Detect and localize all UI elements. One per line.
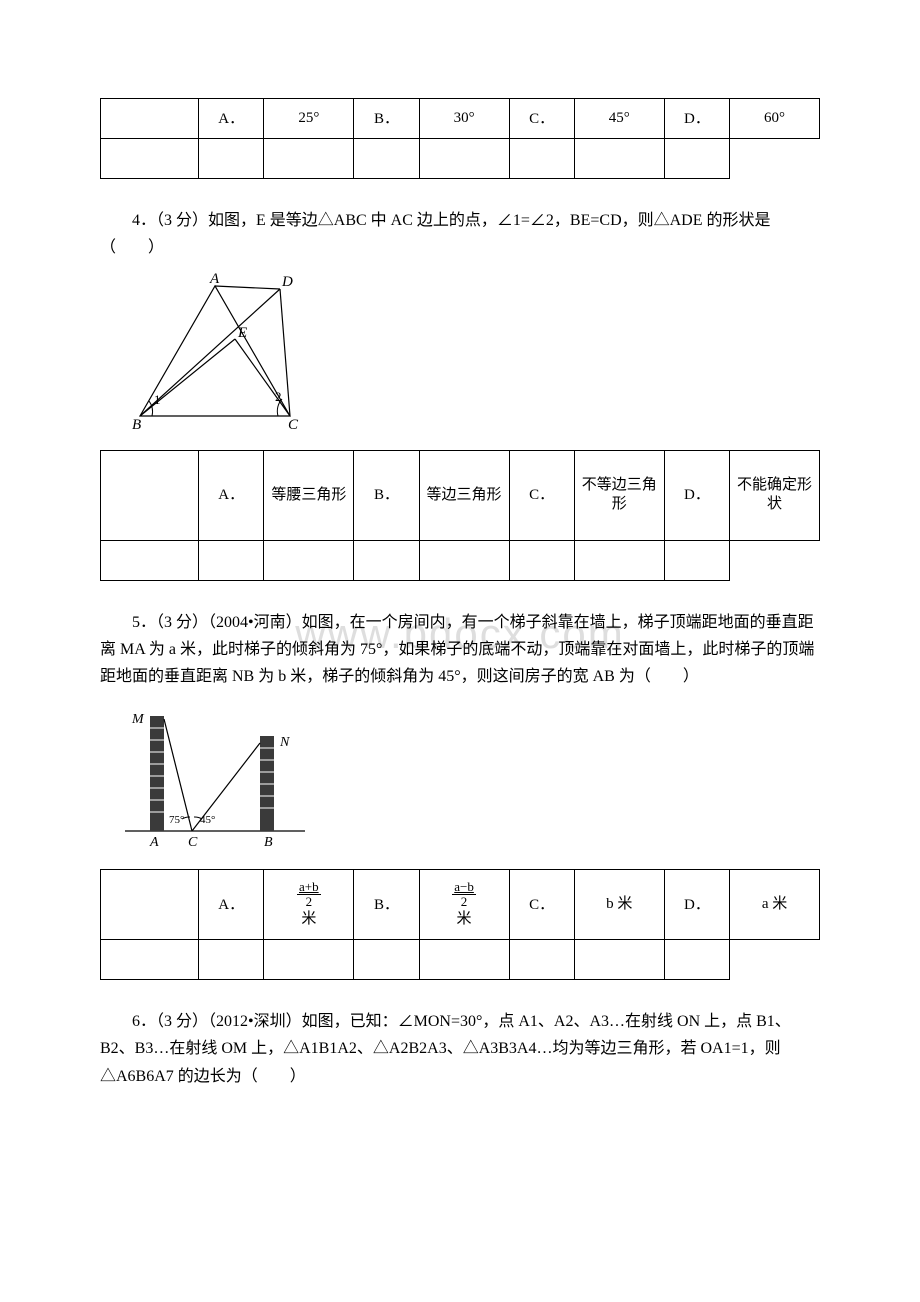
opt-value: a 米	[730, 870, 820, 940]
label-D: D	[281, 274, 293, 290]
opt-value: 45°	[574, 99, 664, 139]
label-B: B	[264, 835, 273, 850]
label-N: N	[279, 735, 290, 750]
q3-answer-table: A． 25° B． 30° C． 45° D． 60°	[100, 98, 820, 179]
label-M: M	[131, 712, 145, 727]
table-cell	[101, 99, 199, 139]
opt-value: 不能确定形状	[730, 450, 820, 540]
angle-1: 1	[154, 392, 161, 407]
opt-label: C．	[509, 870, 574, 940]
q5-answer-table: A． a+b2 米 B． a−b2 米 C． b 米 D． a 米	[100, 869, 820, 980]
label-E: E	[237, 325, 247, 341]
opt-label: C．	[509, 450, 574, 540]
opt-value: 60°	[730, 99, 820, 139]
opt-value: 不等边三角形	[574, 450, 664, 540]
q5-figure: M N A C B 75° 45°	[120, 701, 820, 860]
opt-label: D．	[664, 450, 729, 540]
q6-text: 6．（3 分）（2012•深圳）如图，已知：∠MON=30°，点 A1、A2、A…	[100, 1008, 820, 1090]
label-A: A	[209, 271, 220, 287]
angle-75: 75°	[169, 814, 184, 826]
opt-label: D．	[664, 870, 729, 940]
label-A: A	[149, 835, 159, 850]
opt-value: 30°	[419, 99, 509, 139]
q4-text: 4．（3 分）如图，E 是等边△ABC 中 AC 边上的点，∠1=∠2，BE=C…	[100, 207, 820, 261]
q5-text: 5．（3 分）（2004•河南）如图，在一个房间内，有一个梯子斜靠在墙上，梯子顶…	[100, 609, 820, 691]
page-content: A． 25° B． 30° C． 45° D． 60° 4．（3 分）如图，E …	[100, 98, 820, 1090]
opt-label: A．	[199, 450, 264, 540]
opt-label: D．	[664, 99, 729, 139]
label-C: C	[288, 417, 299, 431]
opt-value: 等边三角形	[419, 450, 509, 540]
opt-label: B．	[354, 99, 419, 139]
opt-label: B．	[354, 870, 419, 940]
opt-value: a−b2 米	[419, 870, 509, 940]
opt-value: 25°	[264, 99, 354, 139]
label-C: C	[188, 835, 198, 850]
angle-2: 2	[275, 389, 282, 404]
opt-label: A．	[199, 870, 264, 940]
opt-label: A．	[199, 99, 264, 139]
angle-45: 45°	[200, 814, 215, 826]
q4-answer-table: A． 等腰三角形 B． 等边三角形 C． 不等边三角形 D． 不能确定形状	[100, 450, 820, 581]
opt-value: b 米	[574, 870, 664, 940]
opt-value: a+b2 米	[264, 870, 354, 940]
opt-value: 等腰三角形	[264, 450, 354, 540]
label-B: B	[132, 417, 141, 431]
opt-label: C．	[509, 99, 574, 139]
opt-label: B．	[354, 450, 419, 540]
q4-figure: A D B C E 1 2	[120, 271, 820, 440]
